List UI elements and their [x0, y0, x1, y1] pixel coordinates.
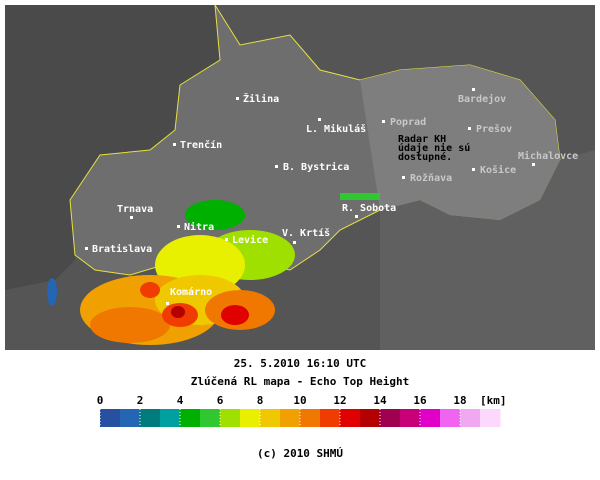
city-label: Trnava [117, 204, 153, 215]
city-label: Michalovce [518, 150, 578, 162]
unavailable-area [380, 150, 595, 350]
city-label: L. Mikuláš [306, 123, 366, 135]
legend-swatch [100, 409, 121, 427]
datetime: 25. 5.2010 16:10 UTC [234, 357, 366, 370]
notice: údaje nie sú [398, 142, 470, 154]
legend-tick-label: 10 [293, 394, 306, 407]
legend-swatch [160, 409, 181, 427]
copyright: (c) 2010 SHMÚ [257, 447, 343, 460]
legend-swatch [240, 409, 261, 427]
unavailable-area [360, 65, 560, 220]
city-label: Nitra [184, 221, 214, 233]
radar-echo [47, 193, 380, 345]
city-label: R. Sobota [342, 203, 396, 214]
legend-swatch [340, 409, 361, 427]
legend-swatch [380, 409, 401, 427]
city-label: Bardejov [458, 93, 506, 105]
legend-swatch [300, 409, 321, 427]
terrain [5, 5, 220, 290]
caption-title: Zlúčená RL mapa - Echo Top Height [191, 375, 410, 388]
city-label: Prešov [476, 123, 512, 135]
legend-swatch [200, 409, 221, 427]
city-label: B. Bystrica [283, 161, 349, 173]
notice: Radar KH [398, 134, 446, 145]
map: Žilina Trenčín L. Mikuláš B. Bystrica Po… [5, 4, 595, 350]
legend-swatch [140, 409, 161, 427]
city-label: Bratislava [92, 243, 152, 255]
legend-swatch [440, 409, 461, 427]
city-label: Poprad [390, 117, 426, 128]
notice: dostupné. [398, 151, 452, 163]
city-labels: Žilina Trenčín L. Mikuláš B. Bystrica Po… [85, 88, 578, 305]
legend-tick-label: 16 [413, 394, 427, 407]
legend: 0 2 4 6 8 10 12 14 16 18 [km] [97, 394, 507, 427]
city-label: Trenčín [180, 139, 222, 151]
legend-swatch [460, 409, 481, 427]
legend-tick-label: 14 [373, 394, 387, 407]
legend-swatch [180, 409, 201, 427]
city-label: V. Krtíš [282, 227, 330, 239]
legend-swatch [400, 409, 421, 427]
legend-swatch [260, 409, 281, 427]
legend-swatch [280, 409, 301, 427]
legend-swatch [220, 409, 241, 427]
legend-swatch [420, 409, 441, 427]
legend-swatch [320, 409, 341, 427]
legend-tick-label: 18 [453, 394, 466, 407]
city-label: Žilina [243, 92, 279, 105]
legend-tick-label: 2 [137, 394, 144, 407]
legend-tick-label: 12 [333, 394, 346, 407]
legend-swatch [120, 409, 141, 427]
legend-swatch [480, 409, 501, 427]
legend-tick-label: 6 [217, 394, 224, 407]
city-label: Košice [480, 164, 516, 176]
legend-tick-label: 0 [97, 394, 104, 407]
city-label: Rožňava [410, 172, 452, 184]
legend-swatch [360, 409, 381, 427]
legend-tick-label: 8 [257, 394, 264, 407]
city-label: Levice [232, 234, 268, 246]
legend-tick-label: 4 [177, 394, 184, 407]
city-label: Komárno [170, 286, 212, 298]
legend-unit: [km] [480, 394, 507, 407]
